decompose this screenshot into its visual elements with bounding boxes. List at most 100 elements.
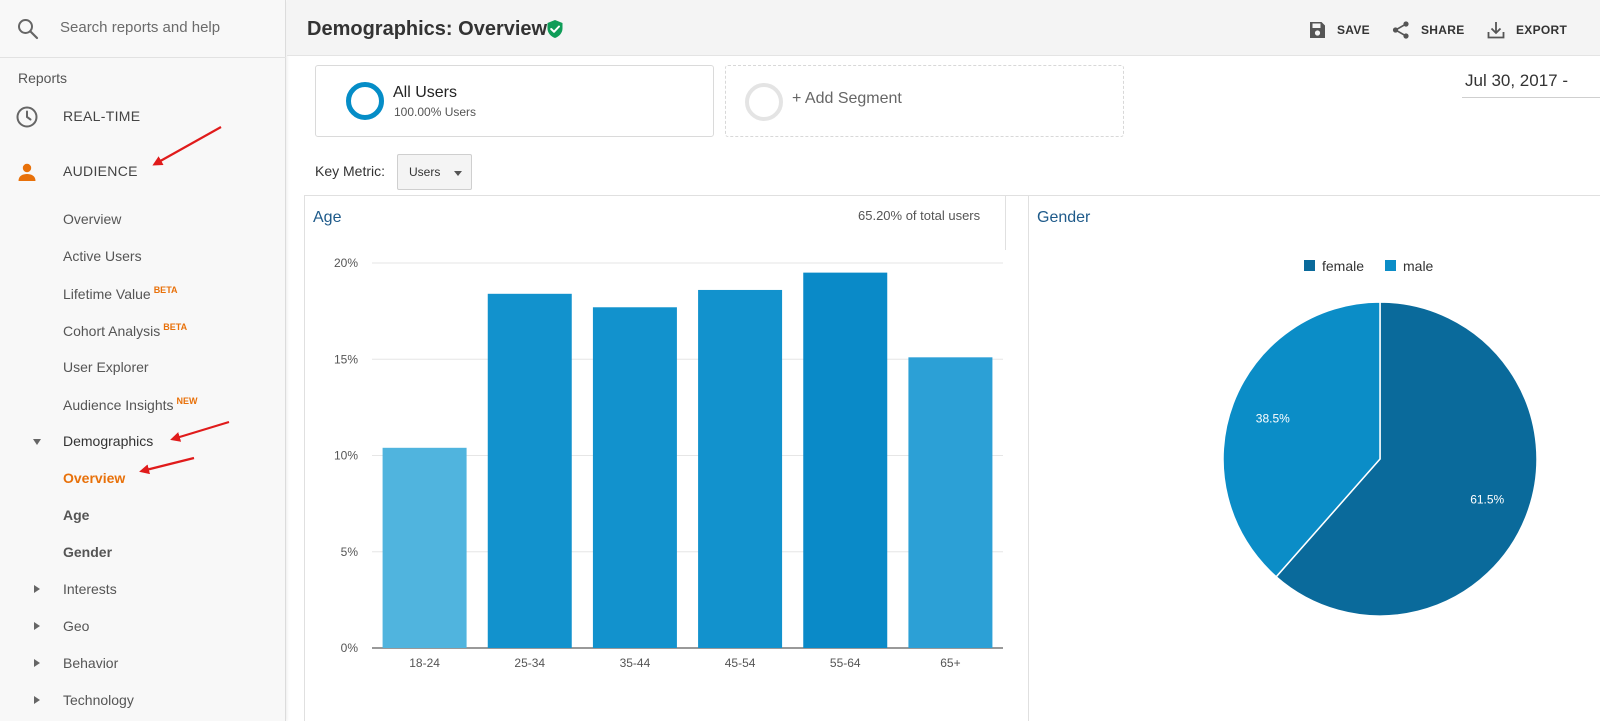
sidebar-item-audience-insights[interactable]: Audience Insights NEW bbox=[0, 389, 286, 419]
y-tick-label: 0% bbox=[341, 641, 359, 655]
search-row bbox=[0, 0, 286, 58]
sidebar-item-label: REAL-TIME bbox=[63, 108, 141, 124]
search-icon[interactable] bbox=[16, 17, 40, 41]
y-tick-label: 15% bbox=[334, 352, 358, 366]
pie-slice-female[interactable] bbox=[1275, 301, 1538, 617]
sidebar-item-cohort-analysis[interactable]: Cohort Analysis BETA bbox=[0, 315, 286, 345]
beta-badge: BETA bbox=[163, 322, 188, 332]
caret-right-icon bbox=[34, 659, 40, 667]
sidebar-item-user-explorer[interactable]: User Explorer bbox=[0, 352, 286, 382]
sidebar-item-realtime[interactable]: REAL-TIME bbox=[0, 97, 286, 137]
pie-slice-label: 38.5% bbox=[1256, 411, 1290, 425]
person-icon bbox=[18, 163, 36, 181]
clock-icon bbox=[16, 106, 38, 128]
sidebar-item-label: Active Users bbox=[63, 248, 142, 264]
pie-slice-label: 61.5% bbox=[1470, 493, 1504, 507]
key-metric-select[interactable]: Users bbox=[397, 154, 472, 190]
bar-25-34[interactable] bbox=[487, 293, 572, 648]
legend-swatch-male bbox=[1385, 260, 1396, 271]
caret-right-icon bbox=[34, 696, 40, 704]
download-icon bbox=[1487, 22, 1505, 39]
key-metric-label: Key Metric: bbox=[315, 163, 386, 179]
bar-55-64[interactable] bbox=[803, 272, 888, 648]
legend-label-female[interactable]: female bbox=[1322, 258, 1364, 274]
bar-35-44[interactable] bbox=[592, 307, 677, 648]
beta-badge: BETA bbox=[153, 285, 178, 295]
sidebar-item-lifetime-value[interactable]: Lifetime Value BETA bbox=[0, 278, 286, 308]
search-input[interactable] bbox=[60, 12, 270, 42]
report-header: Demographics: Overview SAVE SHARE bbox=[287, 0, 1600, 56]
sidebar-item-label: Overview bbox=[63, 470, 126, 486]
sidebar-item-technology[interactable]: Technology bbox=[0, 685, 286, 715]
sidebar: Reports REAL-TIME AUDIENCE Overview Acti… bbox=[0, 0, 286, 721]
sidebar-item-label: Age bbox=[63, 507, 90, 523]
export-button[interactable]: EXPORT bbox=[1486, 18, 1567, 42]
sidebar-item-label-wrap: Cohort Analysis BETA bbox=[63, 322, 187, 339]
x-tick-label: 65+ bbox=[940, 656, 960, 670]
bar-65+[interactable] bbox=[908, 357, 993, 648]
share-icon bbox=[1392, 21, 1409, 39]
segment-percentage: 100.00% Users bbox=[394, 105, 477, 119]
save-button[interactable]: SAVE bbox=[1307, 18, 1370, 42]
sidebar-item-interests[interactable]: Interests bbox=[0, 574, 286, 604]
x-tick-label: 55-64 bbox=[830, 656, 861, 670]
key-metric-value: Users bbox=[409, 165, 441, 179]
dropdown-arrow-icon bbox=[454, 171, 462, 176]
sidebar-item-age[interactable]: Age bbox=[0, 500, 286, 530]
sidebar-item-overview[interactable]: Overview bbox=[0, 204, 286, 234]
new-badge: NEW bbox=[176, 396, 198, 406]
y-tick-label: 5% bbox=[341, 545, 359, 559]
page-title: Demographics: Overview bbox=[307, 18, 548, 40]
sidebar-item-gender[interactable]: Gender bbox=[0, 537, 286, 567]
legend-swatch-female bbox=[1304, 260, 1315, 271]
panel-inner-divider bbox=[1005, 196, 1006, 250]
pie-slice-male[interactable] bbox=[1222, 301, 1381, 578]
sidebar-item-label: Audience Insights bbox=[63, 397, 174, 413]
sidebar-item-label: Cohort Analysis bbox=[63, 323, 161, 339]
caret-down-icon bbox=[33, 439, 41, 445]
sidebar-item-active-users[interactable]: Active Users bbox=[0, 241, 286, 271]
share-button[interactable]: SHARE bbox=[1391, 18, 1465, 42]
gender-panel-title[interactable]: Gender bbox=[1037, 209, 1091, 226]
sidebar-item-label: AUDIENCE bbox=[63, 163, 138, 179]
x-tick-label: 25-34 bbox=[514, 656, 545, 670]
sidebar-item-label: Technology bbox=[63, 692, 134, 708]
sidebar-item-label: Gender bbox=[63, 544, 113, 560]
sidebar-item-label: User Explorer bbox=[63, 359, 149, 375]
age-panel-title[interactable]: Age bbox=[313, 209, 342, 226]
sidebar-item-demographics-overview[interactable]: Overview bbox=[0, 463, 286, 493]
sidebar-item-label: Overview bbox=[63, 211, 122, 227]
floppy-disk-icon bbox=[1310, 22, 1325, 38]
age-total-users-note: 65.20% of total users bbox=[858, 208, 981, 223]
date-range-picker[interactable]: Jul 30, 2017 - bbox=[1462, 70, 1600, 98]
segment-ring-icon bbox=[346, 82, 384, 120]
x-tick-label: 18-24 bbox=[409, 656, 440, 670]
x-tick-label: 45-54 bbox=[725, 656, 756, 670]
bar-18-24[interactable] bbox=[382, 447, 467, 648]
add-segment-button[interactable]: + Add Segment bbox=[725, 65, 1124, 137]
panel-left-border bbox=[304, 195, 305, 721]
sidebar-item-demographics[interactable]: Demographics bbox=[0, 426, 286, 456]
sidebar-item-label-wrap: Lifetime Value BETA bbox=[63, 285, 178, 302]
segment-name: All Users bbox=[393, 84, 458, 101]
y-tick-label: 10% bbox=[334, 449, 358, 463]
verified-shield-icon bbox=[547, 20, 563, 38]
legend-label-male[interactable]: male bbox=[1403, 258, 1434, 274]
panels-top-border bbox=[304, 195, 1600, 196]
reports-section-label: Reports bbox=[18, 70, 68, 86]
sidebar-item-audience[interactable]: AUDIENCE bbox=[0, 152, 286, 192]
export-label: EXPORT bbox=[1516, 23, 1568, 37]
sidebar-item-behavior[interactable]: Behavior bbox=[0, 648, 286, 678]
bar-45-54[interactable] bbox=[698, 289, 783, 648]
segment-placeholder-ring-icon bbox=[745, 83, 783, 121]
panel-divider bbox=[1028, 195, 1029, 721]
caret-right-icon bbox=[34, 585, 40, 593]
add-segment-label: + Add Segment bbox=[792, 90, 902, 107]
sidebar-item-geo[interactable]: Geo bbox=[0, 611, 286, 641]
segment-all-users[interactable]: All Users 100.00% Users bbox=[315, 65, 714, 137]
share-label: SHARE bbox=[1421, 23, 1465, 37]
sidebar-item-label: Interests bbox=[63, 581, 117, 597]
